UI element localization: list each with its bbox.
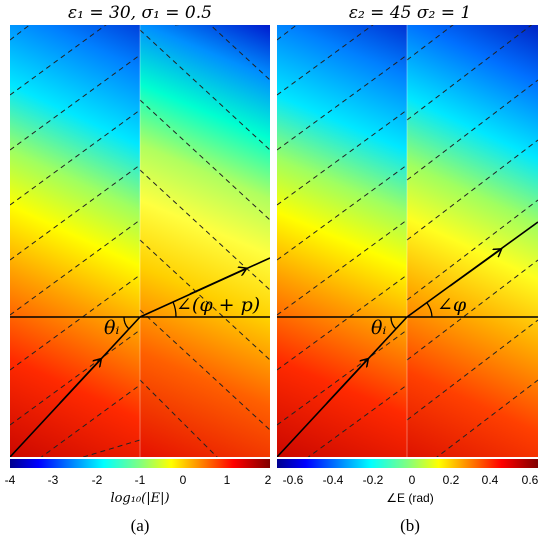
panel-b-angle-label: ∠φ — [437, 294, 467, 316]
panel-b-medium-2 — [407, 25, 538, 457]
panel-a-tick: -2 — [92, 473, 103, 487]
panel-a-title: ε₁ = 30, σ₁ = 0.5 — [68, 3, 212, 23]
panel-b-theta-arc — [390, 316, 397, 330]
panel-b-field: θᵢ ∠φ — [277, 25, 538, 457]
panel-a-medium-1 — [10, 25, 140, 457]
panel-a-refracted-arrow — [189, 269, 245, 295]
panel-a-tick: 0 — [180, 473, 187, 487]
panel-b-theta-label: θᵢ — [371, 317, 386, 339]
panel-b-tick: 0.4 — [482, 473, 499, 487]
panel-b-tick: -0.2 — [363, 473, 384, 487]
panel-a-colorbar — [10, 459, 270, 468]
panel-a-theta-arc — [123, 316, 130, 330]
panel-a-tick: 1 — [224, 473, 231, 487]
panel-a-colorbar-label: log₁₀(|E|) — [110, 491, 169, 506]
panel-a-tick: -1 — [135, 473, 146, 487]
panel-b-title: ε₂ = 45 σ₂ = 1 — [349, 3, 471, 23]
panel-b-tick: -0.6 — [283, 473, 304, 487]
panel-a-theta-label: θᵢ — [104, 317, 119, 339]
panel-a-angle-label: ∠(φ + p) — [176, 294, 260, 316]
panel-b-refracted-arrow — [449, 250, 500, 287]
panel-a-incident-arrow — [59, 360, 100, 404]
panel-b-colorbar-label: ∠E (rad) — [386, 491, 433, 505]
panel-a-field: θᵢ ∠(φ + p) — [10, 25, 270, 457]
panel-b-sublabel: (b) — [400, 516, 420, 535]
panel-b-contours — [277, 25, 538, 457]
panel-b-tick: -0.4 — [323, 473, 344, 487]
panel-a-contours — [10, 25, 270, 457]
panel-a: ε₁ = 30, σ₁ = 0.5 — [5, 3, 272, 535]
panel-b-tick: 0 — [409, 473, 416, 487]
panel-b-colorbar-ticks: -0.6 -0.4 -0.2 0 0.2 0.4 0.6 — [283, 473, 539, 487]
panel-a-tick: -4 — [5, 473, 16, 487]
panel-a-sublabel: (a) — [131, 516, 150, 535]
panel-a-tick: -3 — [48, 473, 59, 487]
panel-b: ε₂ = 45 σ₂ = 1 — [277, 3, 539, 535]
panel-b-colorbar — [277, 459, 538, 468]
panel-b-medium-1 — [277, 25, 407, 457]
panel-b-tick: 0.2 — [443, 473, 460, 487]
panel-a-medium-2 — [140, 25, 270, 457]
panel-b-tick: 0.6 — [522, 473, 539, 487]
panel-a-colorbar-ticks: -4 -3 -2 -1 0 1 2 — [5, 473, 272, 487]
panel-b-phi-arc — [426, 302, 433, 318]
panel-a-tick: 2 — [265, 473, 272, 487]
panel-b-incident-arrow — [326, 360, 367, 404]
panel-a-phi-arc — [172, 301, 177, 318]
